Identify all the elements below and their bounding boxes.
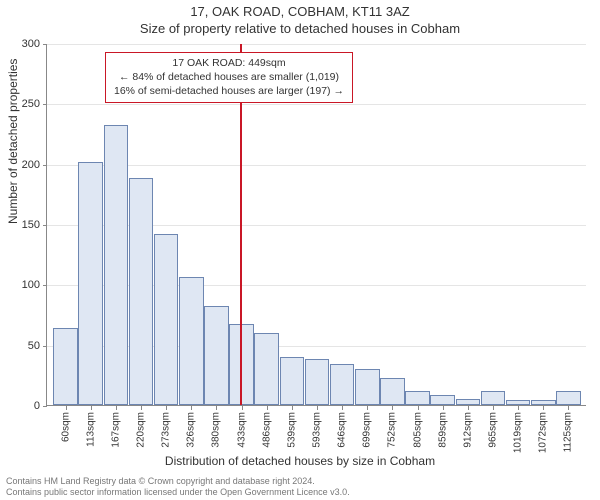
ytick-label: 100 [10,279,40,291]
xtick-mark [543,406,544,410]
histogram-bar [78,162,103,405]
gridline [47,44,586,45]
xtick-mark [443,406,444,410]
xtick-label: 60sqm [60,412,71,442]
xtick-mark [141,406,142,410]
ytick-label: 250 [10,98,40,110]
histogram-bar [179,277,204,405]
xtick-label: 486sqm [261,412,272,448]
xtick-mark [242,406,243,410]
histogram-bar [280,357,305,405]
histogram-bar [430,395,455,405]
xtick-mark [468,406,469,410]
histogram-bar [506,400,531,405]
y-axis-label: Number of detached properties [6,59,20,224]
xtick-label: 433sqm [236,412,247,448]
histogram-bar [556,391,581,405]
xtick-label: 326sqm [186,412,197,448]
xtick-label: 1125sqm [563,412,574,452]
footer-line-2: Contains public sector information licen… [6,487,350,498]
xtick-mark [166,406,167,410]
xtick-label: 273sqm [161,412,172,448]
xtick-label: 965sqm [488,412,499,448]
ytick-mark [43,225,47,226]
ytick-label: 200 [10,159,40,171]
xtick-label: 1072sqm [538,412,549,453]
histogram-bar [531,400,556,405]
xtick-mark [568,406,569,410]
annotation-line: 16% of semi-detached houses are larger (… [114,84,344,98]
xtick-label: 859sqm [437,412,448,448]
xtick-mark [367,406,368,410]
xtick-mark [66,406,67,410]
xtick-label: 113sqm [85,412,96,447]
xtick-mark [267,406,268,410]
histogram-bar [53,328,78,405]
xtick-mark [91,406,92,410]
xtick-mark [418,406,419,410]
x-axis-label: Distribution of detached houses by size … [0,454,600,468]
xtick-mark [392,406,393,410]
address-line: 17, OAK ROAD, COBHAM, KT11 3AZ [0,4,600,19]
ytick-mark [43,44,47,45]
xtick-mark [191,406,192,410]
xtick-mark [292,406,293,410]
footer-line-1: Contains HM Land Registry data © Crown c… [6,476,350,487]
ytick-mark [43,285,47,286]
plot-area: 60sqm113sqm167sqm220sqm273sqm326sqm380sq… [46,44,586,406]
ytick-mark [43,165,47,166]
chart-area: 60sqm113sqm167sqm220sqm273sqm326sqm380sq… [46,44,586,406]
annotation-line: ← 84% of detached houses are smaller (1,… [114,70,344,84]
ytick-mark [43,346,47,347]
xtick-mark [317,406,318,410]
xtick-label: 220sqm [136,412,147,448]
xtick-label: 699sqm [362,412,373,448]
ytick-label: 50 [10,340,40,352]
histogram-bar [380,378,405,405]
xtick-mark [216,406,217,410]
histogram-bar [305,359,330,405]
histogram-bar [355,369,380,405]
histogram-bar [129,178,154,405]
histogram-bar [104,125,129,405]
histogram-bar [204,306,229,405]
gridline [47,104,586,105]
histogram-bar [481,391,506,405]
xtick-label: 912sqm [462,412,473,448]
ytick-mark [43,104,47,105]
xtick-label: 167sqm [110,412,121,448]
annotation-line: 17 OAK ROAD: 449sqm [114,56,344,70]
histogram-bar [254,333,279,405]
xtick-label: 380sqm [211,412,222,448]
xtick-label: 539sqm [286,412,297,448]
xtick-label: 752sqm [387,412,398,448]
xtick-label: 646sqm [337,412,348,448]
header: 17, OAK ROAD, COBHAM, KT11 3AZ Size of p… [0,0,600,36]
histogram-bar [456,399,481,405]
ytick-label: 0 [10,400,40,412]
footer: Contains HM Land Registry data © Crown c… [6,476,350,499]
histogram-bar [154,234,179,405]
xtick-label: 805sqm [412,412,423,448]
histogram-bar [405,391,430,405]
subtitle: Size of property relative to detached ho… [0,21,600,36]
xtick-mark [493,406,494,410]
xtick-mark [116,406,117,410]
ytick-label: 150 [10,219,40,231]
annotation-box: 17 OAK ROAD: 449sqm← 84% of detached hou… [105,52,353,103]
xtick-label: 593sqm [312,412,323,448]
ytick-mark [43,406,47,407]
ytick-label: 300 [10,38,40,50]
xtick-mark [342,406,343,410]
xtick-mark [518,406,519,410]
xtick-label: 1019sqm [513,412,524,453]
histogram-bar [330,364,355,405]
